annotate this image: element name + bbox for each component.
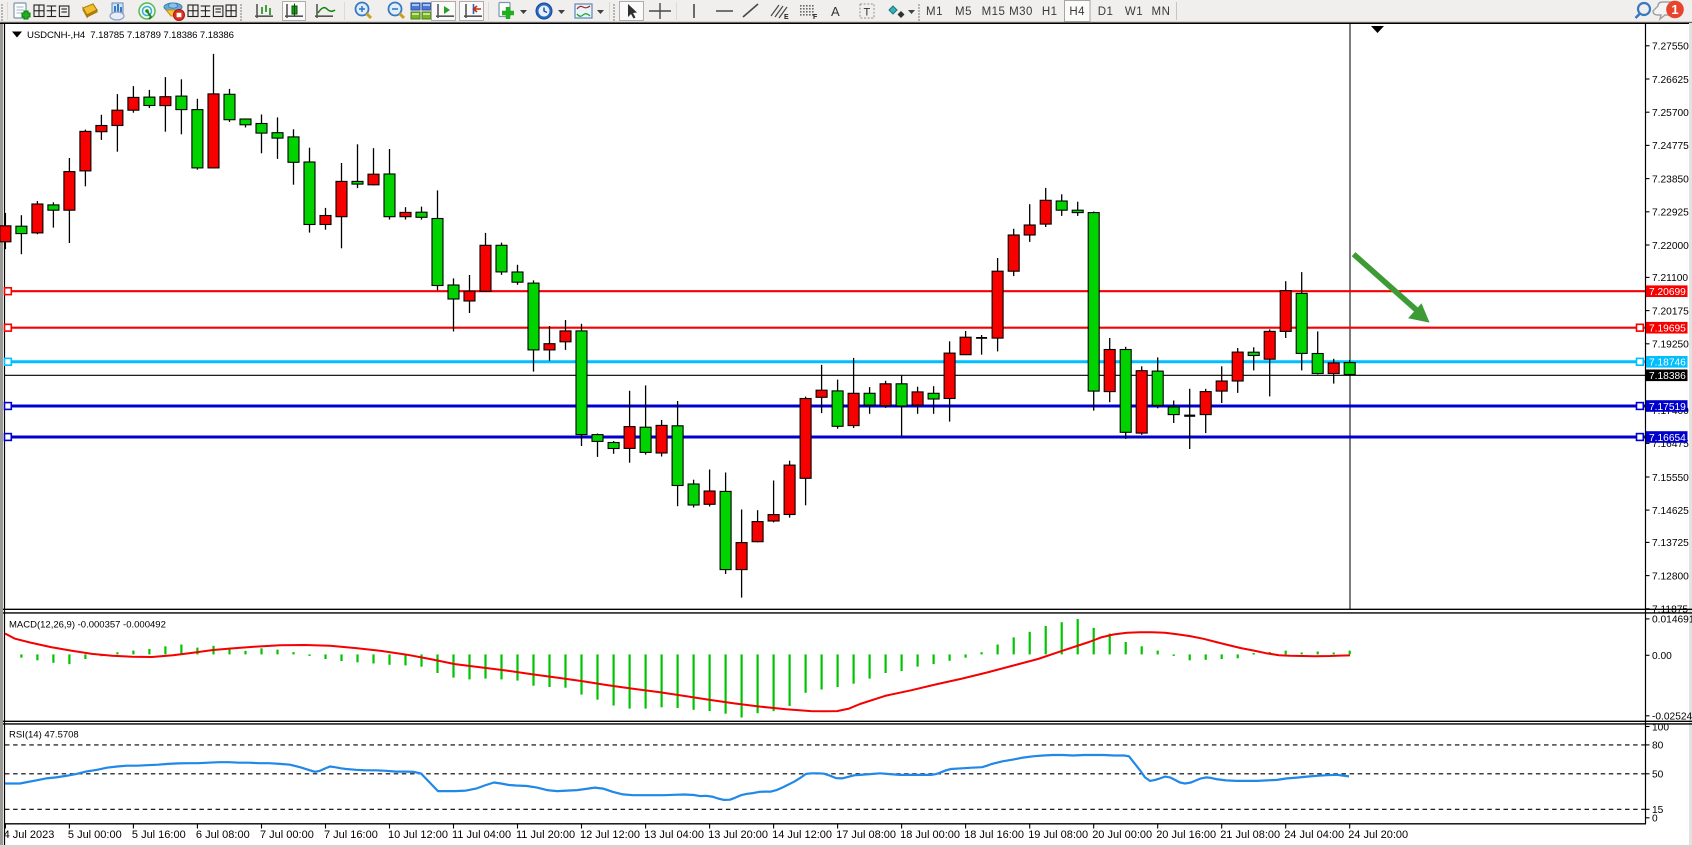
svg-text:80: 80 xyxy=(1652,741,1664,752)
svg-text:7.22925: 7.22925 xyxy=(1652,208,1689,219)
svg-text:21 Jul 08:00: 21 Jul 08:00 xyxy=(1220,829,1280,841)
svg-text:7 Jul 16:00: 7 Jul 16:00 xyxy=(324,829,378,841)
svg-text:M30: M30 xyxy=(1009,6,1033,18)
svg-text:7.11875: 7.11875 xyxy=(1652,605,1688,616)
svg-text:-0.02524: -0.02524 xyxy=(1652,712,1692,723)
svg-text:7.22000: 7.22000 xyxy=(1652,241,1689,252)
svg-text:7.18386: 7.18386 xyxy=(1649,371,1686,382)
svg-text:12 Jul 12:00: 12 Jul 12:00 xyxy=(580,829,640,841)
svg-text:100: 100 xyxy=(1652,722,1669,733)
svg-text:20 Jul 16:00: 20 Jul 16:00 xyxy=(1156,829,1216,841)
svg-text:D1: D1 xyxy=(1098,6,1114,18)
svg-text:10 Jul 12:00: 10 Jul 12:00 xyxy=(388,829,448,841)
svg-text:17 Jul 08:00: 17 Jul 08:00 xyxy=(836,829,896,841)
svg-text:7.23850: 7.23850 xyxy=(1652,174,1689,185)
svg-text:A: A xyxy=(831,4,840,19)
svg-text:14 Jul 12:00: 14 Jul 12:00 xyxy=(772,829,832,841)
svg-text:7.13725: 7.13725 xyxy=(1652,538,1689,549)
svg-text:5 Jul 00:00: 5 Jul 00:00 xyxy=(68,829,122,841)
svg-text:7.20699: 7.20699 xyxy=(1649,287,1686,298)
svg-text:4 Jul 2023: 4 Jul 2023 xyxy=(4,829,55,841)
svg-text:11 Jul 20:00: 11 Jul 20:00 xyxy=(516,829,575,841)
svg-text:7.19250: 7.19250 xyxy=(1652,340,1689,351)
svg-text:50: 50 xyxy=(1652,770,1664,781)
svg-text:H1: H1 xyxy=(1042,6,1058,18)
svg-text:MN: MN xyxy=(1152,6,1171,18)
svg-text:19 Jul 08:00: 19 Jul 08:00 xyxy=(1028,829,1088,841)
svg-text:11 Jul 04:00: 11 Jul 04:00 xyxy=(452,829,511,841)
svg-text:7.20175: 7.20175 xyxy=(1652,306,1689,317)
svg-text:7.15550: 7.15550 xyxy=(1652,473,1689,484)
svg-text:7.19695: 7.19695 xyxy=(1649,324,1686,335)
svg-text:13 Jul 04:00: 13 Jul 04:00 xyxy=(644,829,704,841)
svg-text:0.014691: 0.014691 xyxy=(1652,615,1692,626)
svg-text:7.24775: 7.24775 xyxy=(1652,141,1689,152)
svg-text:20 Jul 00:00: 20 Jul 00:00 xyxy=(1092,829,1152,841)
svg-text:M1: M1 xyxy=(926,6,943,18)
svg-text:7.27550: 7.27550 xyxy=(1652,42,1689,53)
svg-text:USDCNH-,H4 7.18785 7.18789 7.: USDCNH-,H4 7.18785 7.18789 7.18386 7.183… xyxy=(27,30,234,41)
svg-text:5 Jul 16:00: 5 Jul 16:00 xyxy=(132,829,186,841)
svg-text:7.17519: 7.17519 xyxy=(1649,402,1686,413)
svg-text:E: E xyxy=(784,14,789,21)
svg-text:MACD(12,26,9) -0.000357 -0.000: MACD(12,26,9) -0.000357 -0.000492 xyxy=(9,620,166,631)
svg-text:RSI(14) 47.5708: RSI(14) 47.5708 xyxy=(9,730,79,741)
svg-text:7.26625: 7.26625 xyxy=(1652,75,1689,86)
svg-text:M5: M5 xyxy=(955,6,972,18)
svg-text:0: 0 xyxy=(1652,814,1658,825)
svg-text:7.14625: 7.14625 xyxy=(1652,506,1689,517)
svg-text:6 Jul 08:00: 6 Jul 08:00 xyxy=(196,829,250,841)
svg-text:24 Jul 04:00: 24 Jul 04:00 xyxy=(1284,829,1344,841)
svg-text:7.21100: 7.21100 xyxy=(1652,273,1688,284)
svg-text:M15: M15 xyxy=(982,6,1006,18)
svg-text:7.25700: 7.25700 xyxy=(1652,108,1689,119)
svg-text:24 Jul 20:00: 24 Jul 20:00 xyxy=(1348,829,1408,841)
svg-text:7.16654: 7.16654 xyxy=(1649,433,1686,444)
svg-text:7.16475: 7.16475 xyxy=(1652,439,1689,450)
svg-text:7.18746: 7.18746 xyxy=(1649,358,1686,369)
svg-text:15: 15 xyxy=(1652,805,1664,816)
svg-text:H4: H4 xyxy=(1069,6,1085,18)
svg-text:T: T xyxy=(864,7,871,19)
svg-text:W1: W1 xyxy=(1125,6,1143,18)
svg-text:18 Jul 16:00: 18 Jul 16:00 xyxy=(964,829,1024,841)
svg-text:0.00: 0.00 xyxy=(1652,651,1672,662)
svg-text:18 Jul 00:00: 18 Jul 00:00 xyxy=(900,829,960,841)
svg-text:1: 1 xyxy=(1671,2,1678,17)
svg-text:F: F xyxy=(813,14,818,21)
svg-text:7 Jul 00:00: 7 Jul 00:00 xyxy=(260,829,314,841)
svg-text:13 Jul 20:00: 13 Jul 20:00 xyxy=(708,829,768,841)
svg-text:7.12800: 7.12800 xyxy=(1652,571,1689,582)
